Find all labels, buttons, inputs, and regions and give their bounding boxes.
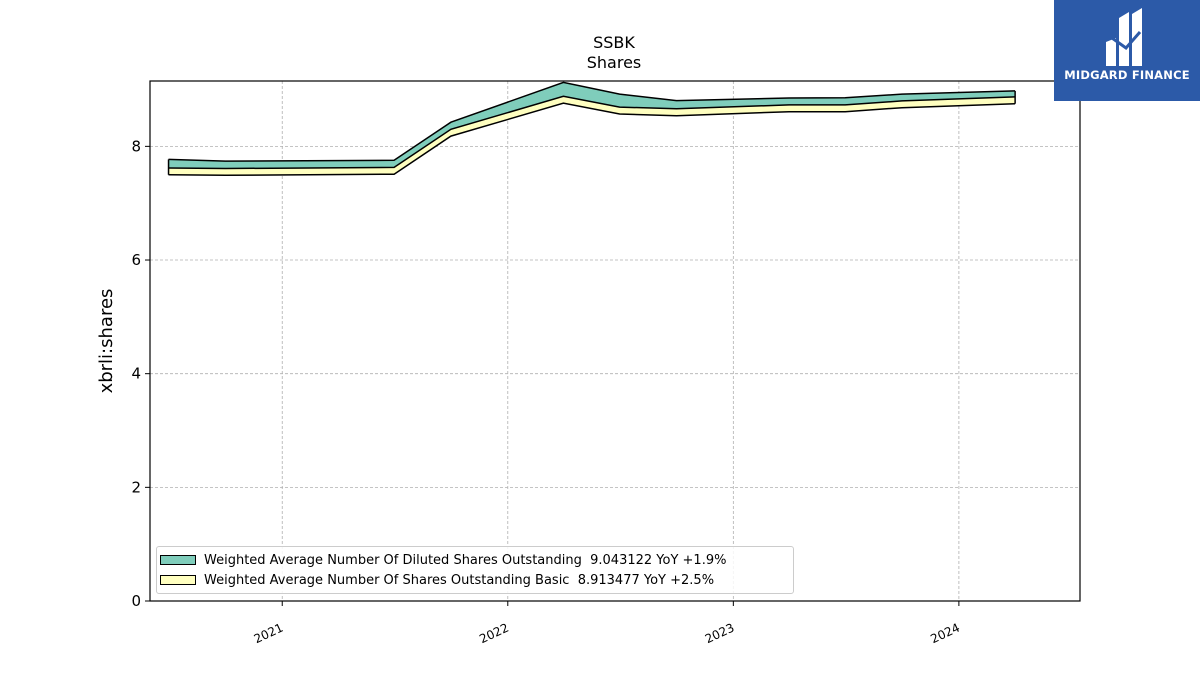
y-tick-label: 2 — [131, 478, 141, 496]
y-tick-label: 8 — [131, 137, 141, 155]
y-tick-label: 6 — [131, 251, 141, 269]
legend-label-diluted: Weighted Average Number Of Diluted Share… — [204, 552, 727, 568]
legend-label-basic: Weighted Average Number Of Shares Outsta… — [204, 572, 715, 588]
logo-text: MIDGARD FINANCE — [1064, 68, 1190, 82]
y-tick-label: 0 — [131, 592, 141, 610]
chart-title: SSBK — [593, 33, 635, 52]
line-diluted-shares — [168, 81, 1016, 162]
x-tick-label: 2022 — [477, 621, 511, 647]
y-tick-label: 4 — [131, 365, 141, 383]
chart-subtitle: Shares — [587, 53, 642, 72]
y-axis-label: xbrli:shares — [96, 289, 117, 394]
x-axis: 2021 2022 2023 2024 — [252, 601, 962, 646]
legend-item-basic: Weighted Average Number Of Shares Outsta… — [157, 570, 714, 590]
legend-swatch-diluted — [160, 555, 196, 565]
x-tick-label: 2024 — [928, 621, 962, 647]
brand-logo: MIDGARD FINANCE — [1054, 0, 1200, 101]
grid — [150, 81, 1080, 601]
line-basic-shares — [168, 95, 1016, 170]
area-basic-shares — [168, 96, 1016, 176]
area-diluted-shares — [168, 82, 1016, 169]
x-tick-label: 2021 — [252, 621, 286, 647]
line-basic-lower-edge — [168, 102, 1016, 177]
plot-areas — [167, 81, 1016, 177]
legend-swatch-basic — [160, 575, 196, 585]
y-axis: 0 2 4 6 8 — [131, 137, 150, 610]
logo-mark-icon — [1106, 8, 1142, 66]
legend: Weighted Average Number Of Diluted Share… — [156, 546, 794, 594]
plot-frame — [149, 80, 1081, 602]
legend-item-diluted: Weighted Average Number Of Diluted Share… — [157, 550, 726, 570]
x-tick-label: 2023 — [703, 621, 737, 647]
